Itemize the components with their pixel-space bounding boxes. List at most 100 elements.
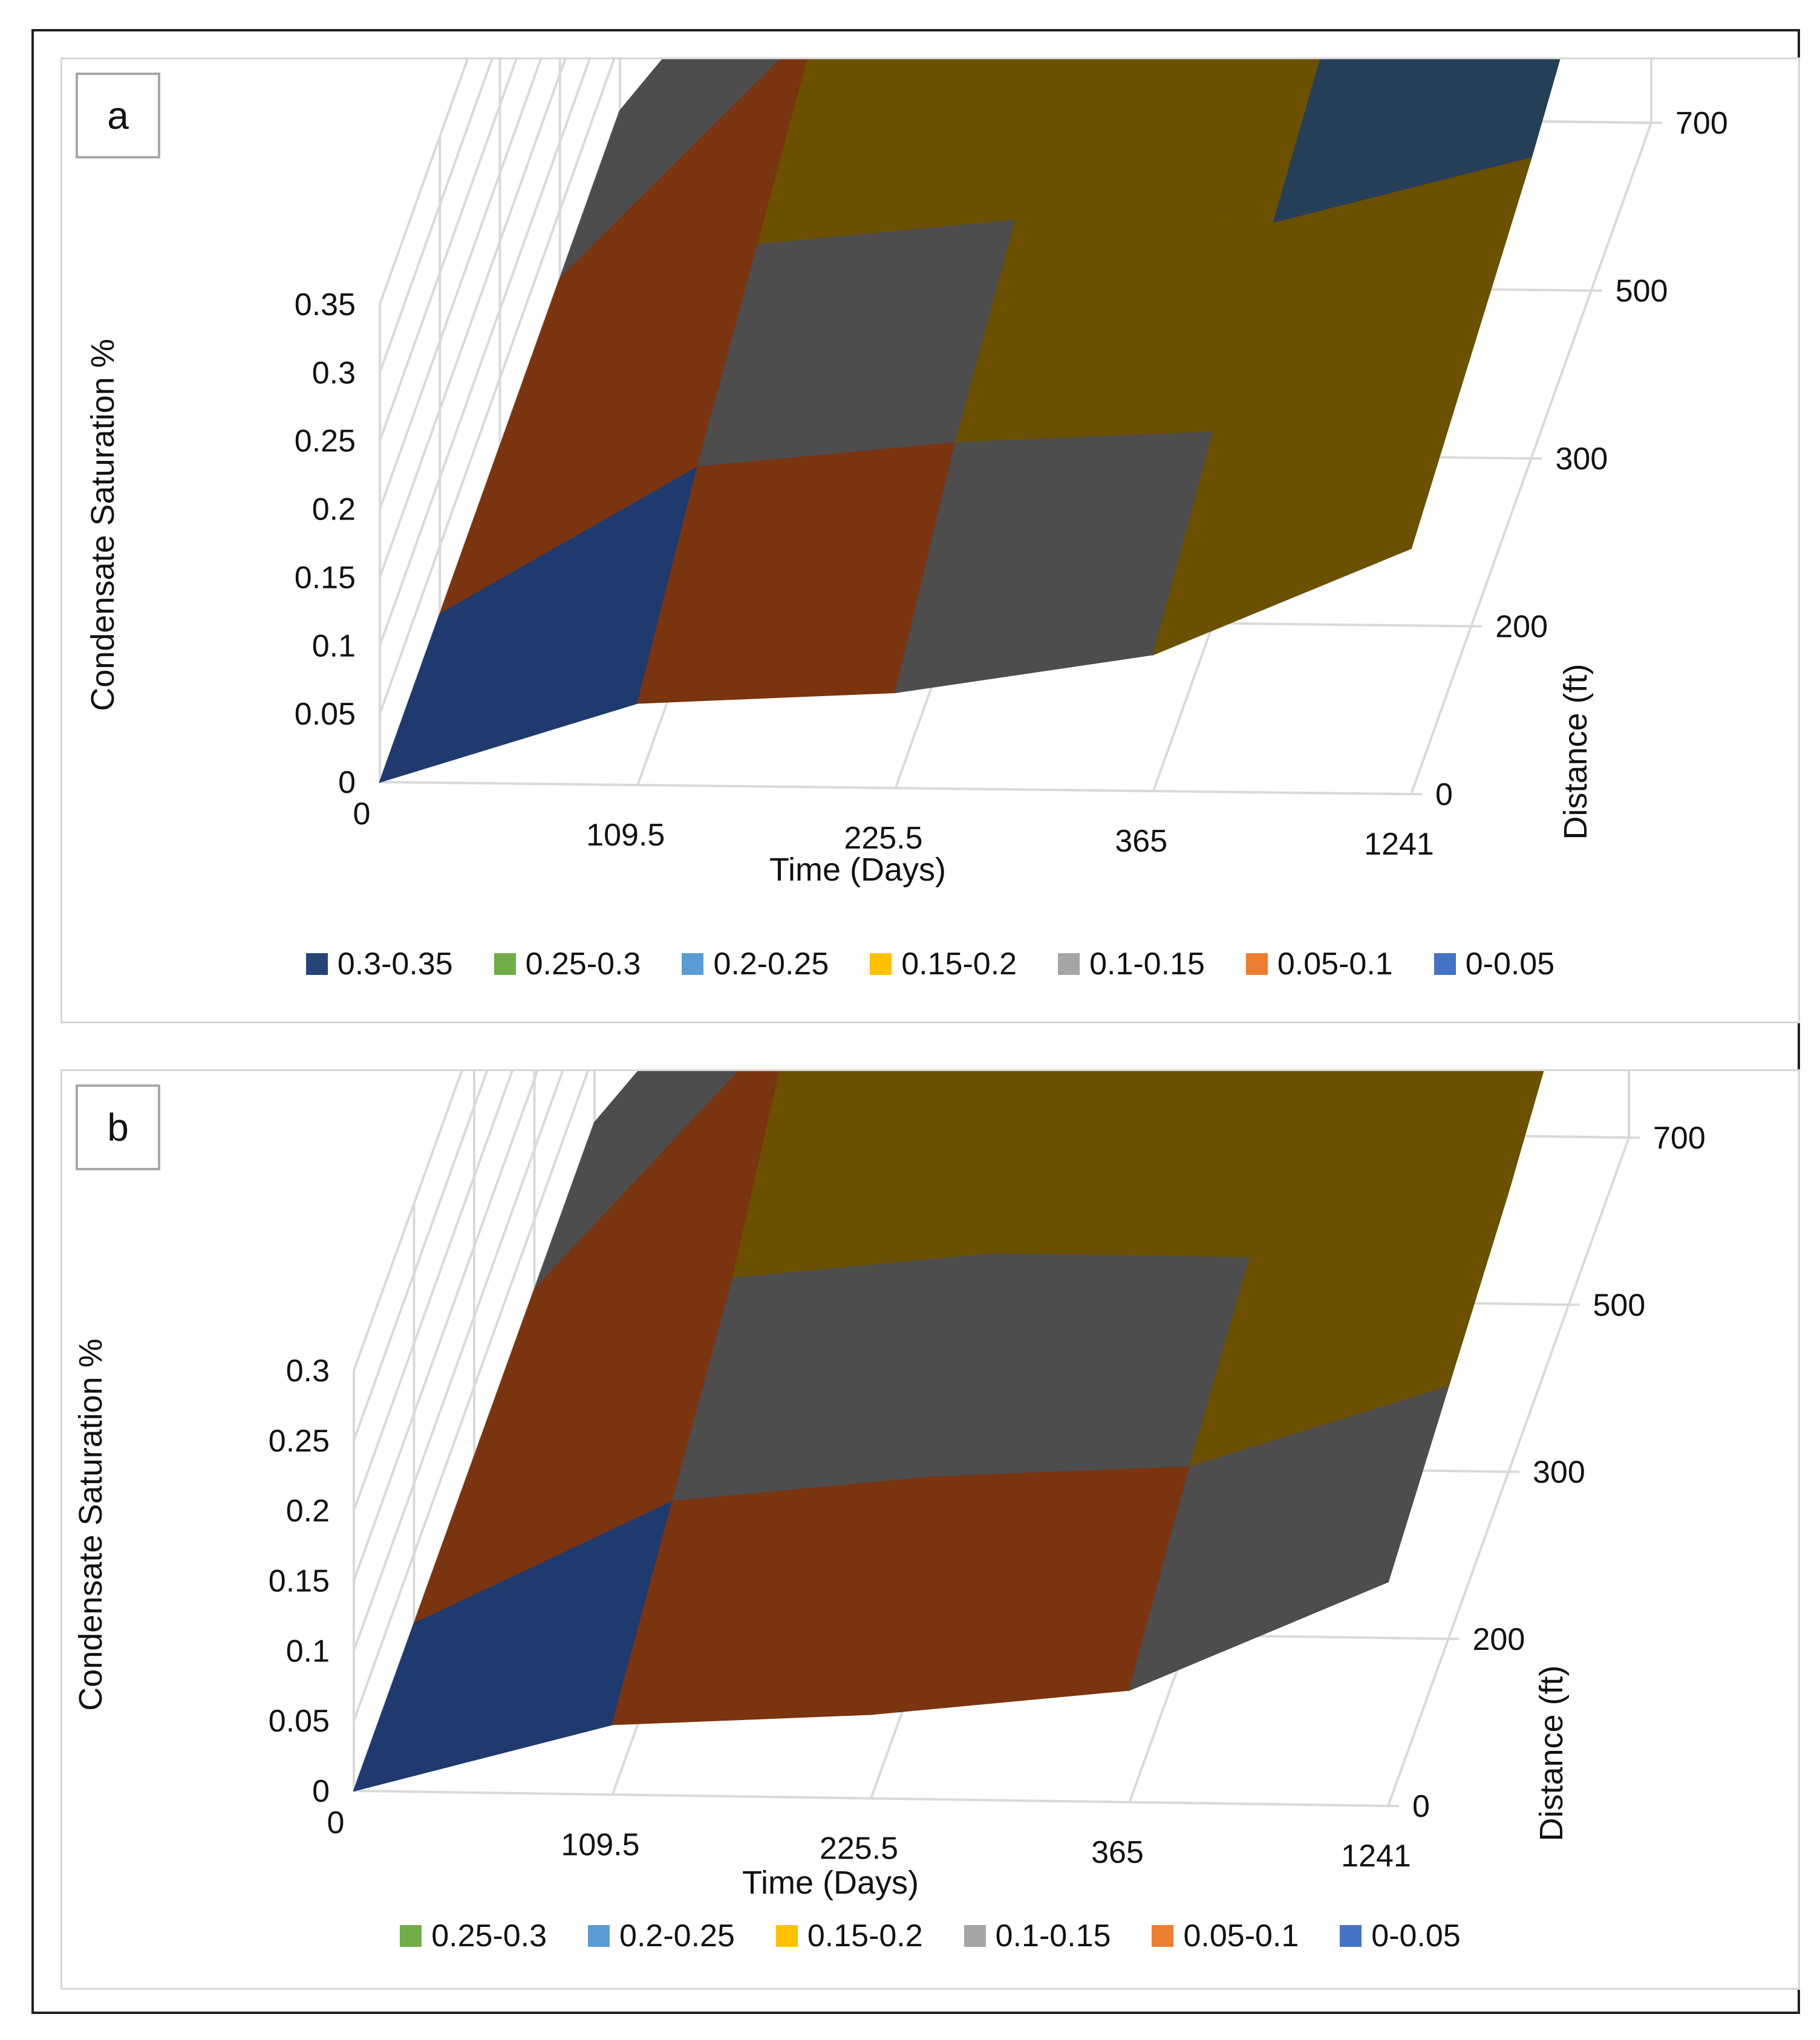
x-tick-label: 1241 <box>1364 827 1434 862</box>
surface-patch <box>1152 352 1472 656</box>
tick-labels: 0 0.05 0.1 0.15 0.2 0.25 0.3 0 109.5 225.5 365 1241… <box>269 1121 1706 1874</box>
z-tick-label: 0 <box>1435 777 1453 812</box>
y-tick-label: 0.35 <box>295 287 356 322</box>
legend-entry: 0.25-0.3 <box>494 946 641 982</box>
legend-label: 0.05-0.1 <box>1277 947 1393 982</box>
y-tick-label: 0.15 <box>295 560 356 595</box>
y-tick-label: 0.25 <box>269 1424 330 1459</box>
surface <box>353 1071 1544 1792</box>
chart-panel-a: 0 0.05 0.1 0.15 0.2 0.25 0.3 0.35 0 109.5 225.5 365… <box>60 57 1800 1023</box>
legend-entry: 0.1-0.15 <box>1058 946 1205 982</box>
legend-swatch <box>682 953 704 975</box>
y-axis-title: Condensate Saturation % <box>73 1338 109 1710</box>
legend-b: 0.25-0.3 0.2-0.25 0.15-0.2 0.1-0.15 0.05-0.1… <box>62 1918 1798 1954</box>
x-tick-label: 225.5 <box>844 821 922 856</box>
y-gridline <box>379 59 616 714</box>
y-tick-label: 0.15 <box>269 1564 330 1599</box>
y-tick-label: 0 <box>338 765 356 800</box>
legend-entry: 0.15-0.2 <box>870 946 1017 982</box>
y-tick-label: 0.1 <box>312 628 356 663</box>
z-tick-label: 200 <box>1473 1622 1525 1657</box>
y-tick-label: 0.05 <box>295 697 356 732</box>
legend-label: 0.25-0.3 <box>525 947 641 982</box>
y-gridline <box>353 1071 463 1371</box>
legend-swatch <box>1433 953 1456 975</box>
legend-label: 0.25-0.3 <box>431 1918 547 1954</box>
surface-plot-a: 0 0.05 0.1 0.15 0.2 0.25 0.3 0.35 0 109.5 225.5 365… <box>85 59 1728 888</box>
legend-entry: 0.05-0.1 <box>1245 946 1393 982</box>
y-tick-label: 0.2 <box>312 492 356 527</box>
surface-plot-b: 0 0.05 0.1 0.15 0.2 0.25 0.3 0 109.5 225.5 365 1241… <box>73 1071 1706 1901</box>
legend-label: 0.3-0.35 <box>337 947 453 982</box>
z-tick-label: 500 <box>1616 274 1668 309</box>
x-tick-label: 1241 <box>1341 1839 1411 1874</box>
floor-gridline <box>379 781 1412 795</box>
z-tick-label: 500 <box>1593 1288 1646 1323</box>
x-tick-label: 0 <box>327 1805 345 1840</box>
y-tick-label: 0 <box>312 1774 330 1809</box>
z-tick-label: 300 <box>1556 442 1608 477</box>
legend-swatch <box>588 1925 610 1947</box>
x-axis-title: Time (Days) <box>742 1865 919 1901</box>
z-tick-label: 200 <box>1495 610 1548 645</box>
y-tick-label: 0.3 <box>312 356 356 391</box>
y-tick-label: 0.1 <box>286 1634 330 1669</box>
legend-entry: 0.25-0.3 <box>400 1918 547 1954</box>
y-gridline <box>379 59 591 646</box>
legend-swatch <box>1058 953 1080 975</box>
z-tick-label: 700 <box>1653 1121 1706 1156</box>
x-tick-label: 365 <box>1115 824 1167 859</box>
legend-label: 0.1-0.15 <box>1089 947 1205 982</box>
y-gridline <box>353 1071 564 1652</box>
x-axis-title: Time (Days) <box>769 852 946 888</box>
legend-swatch <box>1340 1925 1362 1947</box>
z-axis-title: Distance (ft) <box>1533 1665 1570 1841</box>
y-gridline <box>379 59 469 305</box>
panel-tag-b: b <box>76 1084 160 1170</box>
legend-label: 0.2-0.25 <box>713 947 829 982</box>
legend-swatch <box>1245 953 1268 975</box>
chart-panel-b: 0 0.05 0.1 0.15 0.2 0.25 0.3 0 109.5 225.5 365 1241… <box>60 1069 1800 1990</box>
legend-entry: 0.2-0.25 <box>682 946 829 982</box>
x-tick-label: 225.5 <box>820 1831 898 1866</box>
z-tick-label: 700 <box>1675 106 1728 141</box>
x-tick-label: 109.5 <box>586 818 665 853</box>
floor-gridline <box>353 1790 1389 1807</box>
y-gridline <box>379 59 543 510</box>
legend-label: 0.2-0.25 <box>619 1918 735 1954</box>
legend-entry: 0-0.05 <box>1433 946 1555 982</box>
legend-a: 0.3-0.35 0.25-0.3 0.2-0.25 0.15-0.2 0.1-0.15… <box>62 946 1798 982</box>
y-tick-label: 0.2 <box>286 1494 330 1529</box>
legend-label: 0.05-0.1 <box>1183 1918 1299 1954</box>
x-tick-label: 365 <box>1091 1835 1144 1870</box>
y-gridline <box>353 1071 539 1582</box>
legend-swatch <box>964 1925 986 1947</box>
y-axis-title: Condensate Saturation % <box>85 339 121 711</box>
y-gridline <box>353 1071 590 1721</box>
y-gridline <box>353 1071 489 1441</box>
y-tick-label: 0.25 <box>295 424 356 459</box>
legend-label: 0-0.05 <box>1465 947 1555 982</box>
legend-swatch <box>775 1925 798 1947</box>
x-tick-label: 0 <box>353 797 371 832</box>
surface <box>379 59 1561 783</box>
y-tick-label: 0.05 <box>269 1704 330 1739</box>
legend-label: 0.1-0.15 <box>995 1918 1111 1954</box>
y-gridline <box>379 59 518 442</box>
y-gridline <box>379 59 567 578</box>
z-tick-label: 0 <box>1412 1789 1430 1824</box>
legend-label: 0.15-0.2 <box>807 1918 923 1954</box>
y-gridline <box>379 59 494 373</box>
legend-swatch <box>1152 1925 1174 1947</box>
legend-label: 0-0.05 <box>1371 1918 1461 1954</box>
legend-swatch <box>494 953 516 975</box>
tick-labels: 0 0.05 0.1 0.15 0.2 0.25 0.3 0.35 0 109.5 225.5 365… <box>295 106 1728 862</box>
legend-entry: 0.05-0.1 <box>1152 1918 1299 1954</box>
y-tick-label: 0.3 <box>286 1354 330 1389</box>
legend-entry: 0.3-0.35 <box>305 946 453 982</box>
z-tick-label: 300 <box>1533 1455 1585 1490</box>
y-gridline <box>353 1071 514 1511</box>
legend-label: 0.15-0.2 <box>901 947 1017 982</box>
z-axis-title: Distance (ft) <box>1557 663 1594 839</box>
legend-swatch <box>400 1925 422 1947</box>
